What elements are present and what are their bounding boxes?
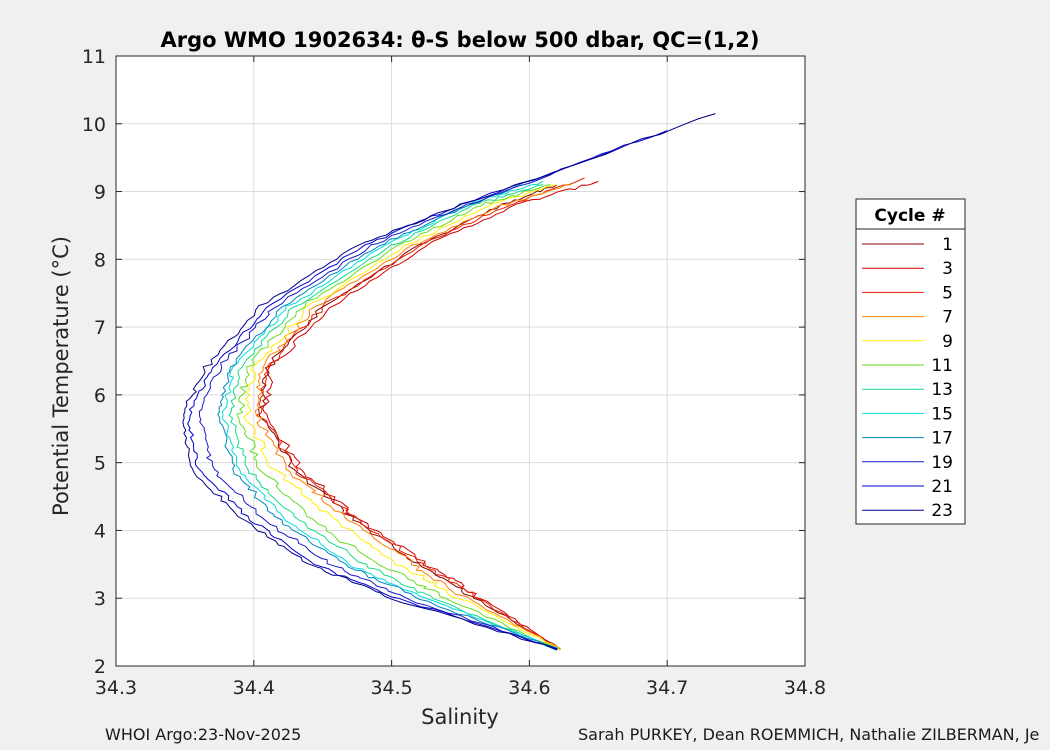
series-line-cycle-13 — [228, 184, 558, 649]
legend-box — [855, 198, 966, 525]
series-line-cycle-3 — [262, 180, 599, 650]
y-tick-label: 10 — [82, 114, 106, 136]
series-line-cycle-17 — [217, 170, 558, 651]
series-line-cycle-7 — [254, 184, 571, 649]
legend-label-17: 17 — [931, 429, 953, 449]
y-tick-labels: 2 3 4 5 6 7 8 9 10 11 — [82, 46, 106, 678]
x-tick-label: 34.5 — [370, 677, 412, 699]
series-line-cycle-21 — [187, 130, 668, 650]
legend-label-19: 19 — [931, 453, 953, 473]
series-line-cycle-19 — [198, 150, 613, 650]
footer-authors: Sarah PURKEY, Dean ROEMMICH, Nathalie ZI… — [578, 725, 1040, 744]
x-tick-label: 34.6 — [508, 677, 550, 699]
y-tick-label: 6 — [94, 385, 106, 407]
x-tick-label: 34.8 — [784, 677, 826, 699]
y-axis-label: Potential Temperature (°C) — [49, 236, 73, 516]
plot-area — [116, 56, 805, 666]
series-line-cycle-9 — [243, 184, 561, 651]
plot-frame — [115, 55, 806, 667]
series-line-cycle-23 — [182, 113, 716, 651]
series-group — [182, 113, 716, 651]
x-tick-label: 34.3 — [95, 677, 137, 699]
legend-label-11: 11 — [931, 356, 953, 376]
y-tick-label: 2 — [94, 656, 106, 678]
footer-credit-date: WHOI Argo:23-Nov-2025 — [105, 725, 302, 744]
x-tick-label: 34.7 — [646, 677, 688, 699]
x-tick-labels: 34.3 34.4 34.5 34.6 34.7 34.8 — [95, 677, 826, 699]
legend-label-5: 5 — [942, 283, 953, 303]
x-axis-label: Salinity — [421, 705, 499, 729]
y-tick-label: 4 — [94, 520, 106, 542]
legend-label-15: 15 — [931, 404, 953, 424]
y-tick-label: 5 — [94, 453, 106, 475]
legend-label-1: 1 — [942, 235, 953, 255]
y-tick-label: 8 — [94, 249, 106, 271]
legend-label-9: 9 — [942, 332, 953, 352]
y-tick-label: 7 — [94, 317, 106, 339]
y-tick-label: 9 — [94, 182, 106, 204]
y-tick-label: 11 — [82, 46, 106, 68]
legend-label-13: 13 — [931, 380, 953, 400]
legend-title: Cycle # — [874, 206, 945, 226]
x-tick-label: 34.4 — [233, 677, 275, 699]
legend-label-7: 7 — [942, 308, 953, 328]
legend-label-3: 3 — [942, 259, 953, 279]
legend-label-21: 21 — [931, 477, 953, 497]
axis-ticks — [115, 55, 806, 667]
y-tick-label: 3 — [94, 588, 106, 610]
legend-label-23: 23 — [931, 501, 953, 521]
chart-title: Argo WMO 1902634: θ-S below 500 dbar, QC… — [161, 28, 760, 52]
series-line-cycle-11 — [236, 184, 558, 651]
